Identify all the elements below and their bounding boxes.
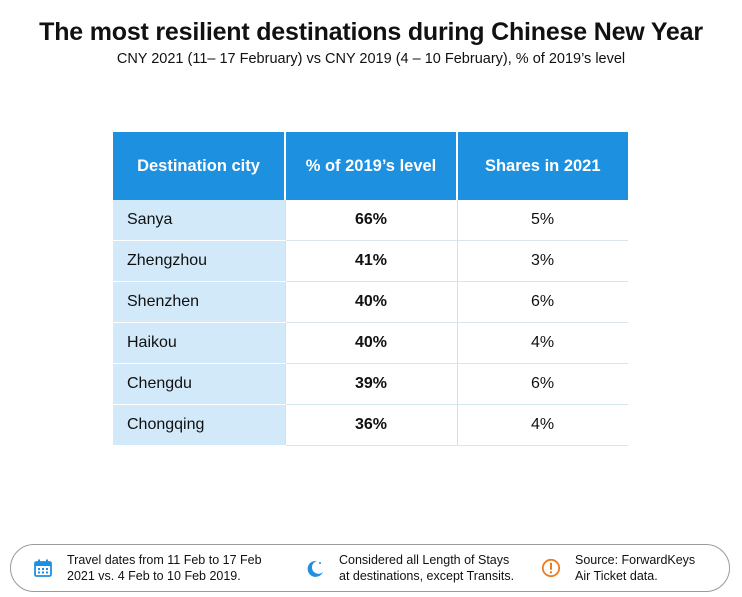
cell-percent-of-2019: 39% <box>285 363 458 405</box>
info-icon <box>541 558 561 578</box>
table-row: Chongqing 36% 4% <box>113 404 628 446</box>
cell-percent-of-2019: 40% <box>285 281 458 323</box>
cell-destination-city: Sanya <box>113 200 286 241</box>
column-header-shares-2021: Shares in 2021 <box>457 132 628 200</box>
cell-percent-of-2019: 66% <box>285 200 458 241</box>
cell-percent-of-2019: 41% <box>285 240 458 282</box>
cell-share-2021: 5% <box>457 200 628 241</box>
cell-percent-of-2019: 40% <box>285 322 458 364</box>
cell-share-2021: 4% <box>457 404 628 446</box>
cell-destination-city: Zhengzhou <box>113 240 286 282</box>
footer-text-line: Air Ticket data. <box>575 569 658 583</box>
table-row: Chengdu 39% 6% <box>113 363 628 405</box>
column-header-destination: Destination city <box>113 132 286 200</box>
table-row: Shenzhen 40% 6% <box>113 281 628 323</box>
cell-destination-city: Shenzhen <box>113 281 286 323</box>
destinations-table: Destination city % of 2019’s level Share… <box>113 132 628 446</box>
footer-item-source: Source: ForwardKeys Air Ticket data. <box>541 552 695 584</box>
cell-percent-of-2019: 36% <box>285 404 458 446</box>
footer-text-line: Considered all Length of Stays <box>339 553 510 567</box>
cell-share-2021: 4% <box>457 322 628 364</box>
cell-destination-city: Chengdu <box>113 363 286 405</box>
calendar-icon <box>34 559 52 577</box>
table-row: Haikou 40% 4% <box>113 322 628 364</box>
footer-text-line: Source: ForwardKeys <box>575 553 696 567</box>
cell-share-2021: 3% <box>457 240 628 282</box>
footer-text-line: 2021 vs. 4 Feb to 10 Feb 2019. <box>67 569 241 583</box>
cell-share-2021: 6% <box>457 363 628 405</box>
footer-text-line: Travel dates from 11 Feb to 17 Feb <box>67 553 262 567</box>
footer-item-travel-dates: Travel dates from 11 Feb to 17 Feb 2021 … <box>33 552 262 584</box>
cell-destination-city: Haikou <box>113 322 286 364</box>
cell-share-2021: 6% <box>457 281 628 323</box>
footer-notes: Travel dates from 11 Feb to 17 Feb 2021 … <box>10 544 730 592</box>
table-row: Sanya 66% 5% <box>113 200 628 241</box>
chart-subtitle: CNY 2021 (11– 17 February) vs CNY 2019 (… <box>116 51 626 67</box>
table-header-row: Destination city % of 2019’s level Share… <box>113 132 628 200</box>
table-row: Zhengzhou 41% 3% <box>113 240 628 282</box>
chart-title: The most resilient destinations during C… <box>39 18 703 46</box>
footer-text-line: at destinations, except Transits. <box>339 569 515 583</box>
moon-icon <box>307 560 323 577</box>
footer-item-length-of-stay: Considered all Length of Stays at destin… <box>305 552 514 584</box>
cell-destination-city: Chongqing <box>113 404 286 446</box>
column-header-percent-of-2019: % of 2019’s level <box>285 132 458 200</box>
